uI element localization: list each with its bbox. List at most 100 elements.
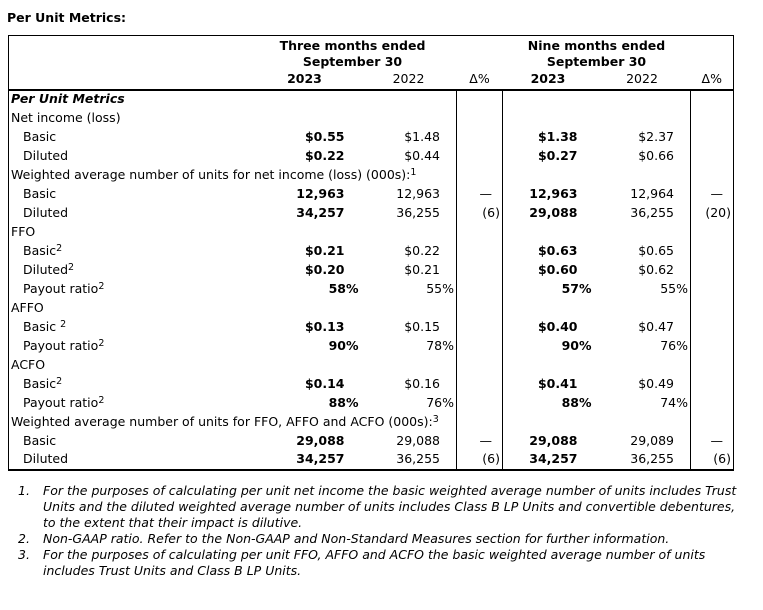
value-cell: $0.66 bbox=[638, 147, 674, 163]
table-row: Payout ratio2 58% 55% 57% 55% bbox=[9, 279, 734, 299]
delta-cell bbox=[690, 89, 734, 109]
group-header-line1: Three months ended bbox=[279, 37, 426, 53]
value-cell: 78% bbox=[426, 337, 454, 353]
col-header-2023: 2023 bbox=[248, 70, 361, 91]
table-row: Diluted2 $0.20 $0.21 $0.60 $0.62 bbox=[9, 260, 734, 280]
value-cell: $0.21 bbox=[304, 242, 345, 258]
row-label: Net income (loss) bbox=[11, 109, 121, 125]
row-label: Payout ratio2 bbox=[23, 337, 105, 353]
value-cell bbox=[249, 299, 361, 318]
delta-cell: (6) bbox=[456, 203, 503, 223]
delta-cell bbox=[690, 298, 734, 318]
value-cell: $1.48 bbox=[404, 128, 440, 144]
row-label: Basic 2 bbox=[23, 318, 67, 334]
value-cell bbox=[594, 109, 691, 128]
table-row: Basic 12,963 12,963 — 12,963 12,964 — bbox=[9, 184, 734, 204]
value-cell bbox=[361, 109, 457, 128]
delta-cell bbox=[456, 108, 503, 128]
col-header-delta-pct: Δ% bbox=[456, 70, 503, 91]
row-label: Payout ratio2 bbox=[23, 394, 105, 410]
delta-cell bbox=[690, 165, 734, 185]
value-cell: 29,088 bbox=[529, 432, 578, 448]
row-label: ACFO bbox=[11, 356, 46, 372]
delta-cell bbox=[456, 336, 503, 356]
spacer-cell bbox=[8, 70, 249, 91]
value-cell bbox=[503, 356, 594, 375]
value-cell bbox=[361, 356, 457, 375]
delta-cell bbox=[690, 393, 734, 413]
row-label: AFFO bbox=[11, 299, 44, 315]
value-cell: 55% bbox=[660, 280, 688, 296]
group-header-three-months: Three months ended September 30 bbox=[249, 36, 457, 71]
value-cell: $0.62 bbox=[638, 261, 674, 277]
value-cell: 12,963 bbox=[296, 185, 345, 201]
footnote: 1. For the purposes of calculating per u… bbox=[18, 483, 763, 531]
delta-cell: — bbox=[690, 431, 734, 451]
value-cell bbox=[594, 90, 691, 109]
value-cell: 34,257 bbox=[296, 204, 345, 220]
col-header-2022: 2022 bbox=[593, 70, 691, 91]
delta-cell bbox=[456, 412, 503, 432]
per-unit-metrics-table: Three months ended September 30 Nine mon… bbox=[8, 35, 734, 471]
value-cell: $0.55 bbox=[304, 128, 345, 144]
table-row: FFO bbox=[9, 222, 734, 242]
delta-cell: (20) bbox=[690, 203, 734, 223]
table-row: ACFO bbox=[9, 355, 734, 375]
row-label: Diluted2 bbox=[23, 261, 75, 277]
value-cell bbox=[249, 109, 361, 128]
value-cell: 90% bbox=[328, 337, 359, 353]
value-cell: 58% bbox=[328, 280, 359, 296]
delta-cell bbox=[456, 393, 503, 413]
value-cell bbox=[594, 356, 691, 375]
row-label: FFO bbox=[11, 223, 36, 239]
value-cell: 88% bbox=[561, 394, 592, 410]
delta-cell bbox=[456, 222, 503, 242]
delta-cell: — bbox=[456, 431, 503, 451]
delta-cell bbox=[456, 260, 503, 280]
value-cell: 57% bbox=[561, 280, 592, 296]
value-cell: $0.22 bbox=[304, 147, 345, 163]
delta-cell bbox=[456, 355, 503, 375]
row-label: Weighted average number of units for net… bbox=[11, 166, 417, 182]
value-cell: $0.49 bbox=[638, 375, 674, 391]
delta-cell bbox=[456, 165, 503, 185]
footnote: 3. For the purposes of calculating per u… bbox=[18, 547, 763, 579]
group-header-line2: September 30 bbox=[546, 53, 647, 69]
table-row: Basic 29,088 29,088 — 29,088 29,089 — bbox=[9, 431, 734, 451]
delta-cell bbox=[456, 298, 503, 318]
value-cell: 34,257 bbox=[529, 450, 578, 466]
footnotes: 1. For the purposes of calculating per u… bbox=[18, 483, 763, 579]
value-cell: $0.13 bbox=[304, 318, 345, 334]
value-cell: 29,088 bbox=[296, 432, 345, 448]
delta-cell bbox=[690, 108, 734, 128]
value-cell bbox=[361, 223, 457, 242]
value-cell bbox=[503, 413, 594, 432]
col-header-2023: 2023 bbox=[502, 70, 594, 91]
row-label: Basic2 bbox=[23, 375, 63, 391]
value-cell: $0.40 bbox=[537, 318, 578, 334]
footnote-number: 2. bbox=[18, 530, 30, 546]
delta-cell bbox=[690, 146, 734, 166]
delta-cell: (6) bbox=[456, 450, 503, 470]
value-cell: 29,088 bbox=[529, 204, 578, 220]
footnote-number: 1. bbox=[18, 482, 30, 498]
value-cell: 36,255 bbox=[396, 450, 440, 466]
value-cell: 29,088 bbox=[396, 432, 440, 448]
delta-cell bbox=[456, 89, 503, 109]
delta-cell bbox=[456, 146, 503, 166]
group-header-nine-months: Nine months ended September 30 bbox=[503, 36, 691, 71]
delta-cell bbox=[690, 279, 734, 299]
value-cell: 12,964 bbox=[630, 185, 674, 201]
delta-cell bbox=[690, 355, 734, 375]
table-row: Diluted 34,257 36,255 (6) 29,088 36,255 … bbox=[9, 203, 734, 223]
row-label: Basic bbox=[23, 185, 57, 201]
table-row: Diluted 34,257 36,255 (6) 34,257 36,255 … bbox=[9, 450, 734, 470]
row-label: Payout ratio2 bbox=[23, 280, 105, 296]
year-header-row: 2023 2022 Δ% 2023 2022 Δ% bbox=[8, 70, 734, 91]
value-cell: $0.44 bbox=[404, 147, 440, 163]
value-cell: 36,255 bbox=[396, 204, 440, 220]
spacer-cell bbox=[691, 36, 734, 71]
delta-cell bbox=[456, 279, 503, 299]
value-cell: $0.63 bbox=[537, 242, 578, 258]
value-cell: 88% bbox=[328, 394, 359, 410]
